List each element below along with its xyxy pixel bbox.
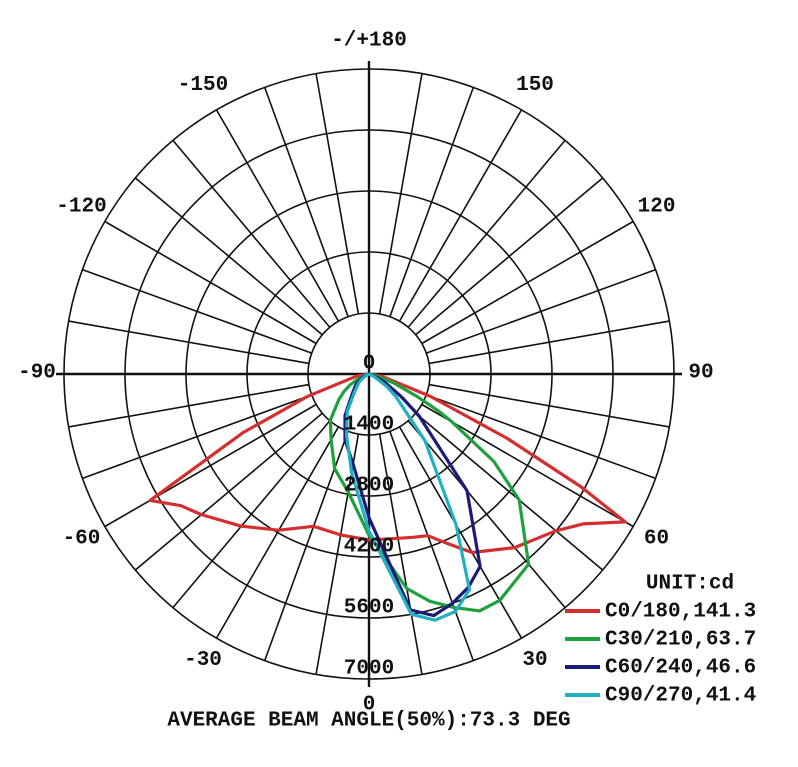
spoke — [172, 139, 331, 328]
spoke — [421, 220, 634, 345]
spoke — [263, 87, 349, 317]
spoke — [104, 220, 317, 345]
spoke — [378, 73, 423, 315]
curve — [148, 372, 627, 555]
angle-tick-label: -60 — [63, 528, 101, 551]
angle-tick-label: -120 — [56, 196, 106, 219]
angle-tick-label: 90 — [688, 362, 713, 385]
spoke — [68, 383, 310, 428]
spoke — [389, 431, 475, 661]
angle-tick-label: -30 — [184, 649, 222, 672]
spoke — [82, 268, 312, 354]
r-tick-label: 4200 — [344, 536, 394, 559]
angle-tick-label: 0 — [363, 694, 376, 717]
spoke — [134, 177, 323, 336]
spoke — [215, 426, 340, 639]
spoke — [415, 412, 604, 571]
spoke — [315, 73, 360, 315]
spoke — [378, 433, 423, 675]
spoke — [215, 109, 340, 322]
legend-label: C30/210,63.7 — [605, 629, 756, 652]
curve — [328, 372, 531, 613]
spoke — [82, 394, 312, 480]
spoke — [407, 139, 566, 328]
spoke — [415, 177, 604, 336]
annotation: AVERAGE BEAM ANGLE(50%):73.3 DEG — [167, 710, 570, 733]
r-tick-label: 1400 — [344, 414, 394, 437]
unit-label: UNIT:cd — [646, 573, 734, 596]
angle-tick-label: -150 — [178, 74, 228, 97]
legend-label: C0/180,141.3 — [605, 601, 756, 624]
spoke — [104, 403, 317, 528]
spoke — [428, 320, 670, 365]
spoke — [389, 87, 475, 317]
r-tick-label: 7000 — [344, 658, 394, 681]
r-tick-label: 0 — [363, 353, 376, 376]
spoke — [426, 268, 656, 354]
spoke — [68, 320, 310, 365]
angle-tick-label: 120 — [638, 196, 676, 219]
spoke — [134, 412, 323, 571]
spoke — [398, 426, 523, 639]
legend-label: C90/270,41.4 — [605, 685, 756, 708]
angle-tick-label: 60 — [644, 528, 669, 551]
angle-tick-label: -90 — [18, 362, 56, 385]
spoke — [426, 394, 656, 480]
curve — [345, 372, 472, 622]
angle-tick-label: 150 — [516, 74, 554, 97]
r-tick-label: 2800 — [344, 475, 394, 498]
spoke — [398, 109, 523, 322]
r-tick-label: 5600 — [344, 597, 394, 620]
angle-tick-label: -/+180 — [331, 30, 407, 53]
angle-tick-label: 30 — [522, 649, 547, 672]
spoke — [407, 420, 566, 609]
spoke — [428, 383, 670, 428]
legend-label: C60/240,46.6 — [605, 657, 756, 680]
spoke — [172, 420, 331, 609]
